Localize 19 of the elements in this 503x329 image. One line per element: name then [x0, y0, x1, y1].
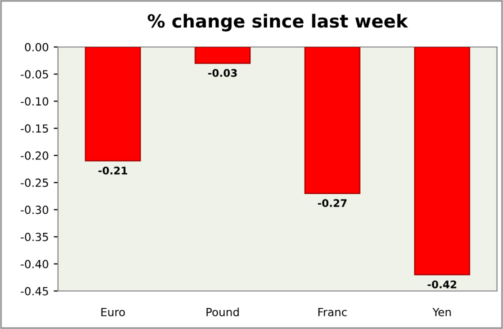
y-tick-label: 0.00 [24, 42, 48, 52]
x-tick-label: Franc [318, 308, 347, 316]
chart-title: % change since last week [148, 14, 408, 32]
y-tick-label: -0.05 [20, 70, 48, 78]
y-tick-label: -0.10 [20, 97, 48, 106]
x-tick-label: Yen [432, 308, 451, 316]
y-tick-label: -0.40 [20, 260, 48, 268]
data-label: -0.21 [98, 166, 128, 174]
data-label: -0.03 [208, 69, 237, 77]
y-tick-label: -0.45 [20, 286, 48, 296]
data-label: -0.27 [318, 199, 347, 208]
y-tick-label: -0.20 [20, 151, 48, 160]
x-tick-label: Pound [206, 308, 239, 316]
y-tick-label: -0.30 [20, 206, 48, 214]
y-tick-label: -0.15 [20, 124, 48, 133]
y-tick-label: -0.35 [20, 232, 48, 242]
x-tick-label: Euro [101, 308, 125, 316]
y-tick-label: -0.25 [20, 178, 48, 187]
data-label: -0.42 [428, 280, 456, 288]
